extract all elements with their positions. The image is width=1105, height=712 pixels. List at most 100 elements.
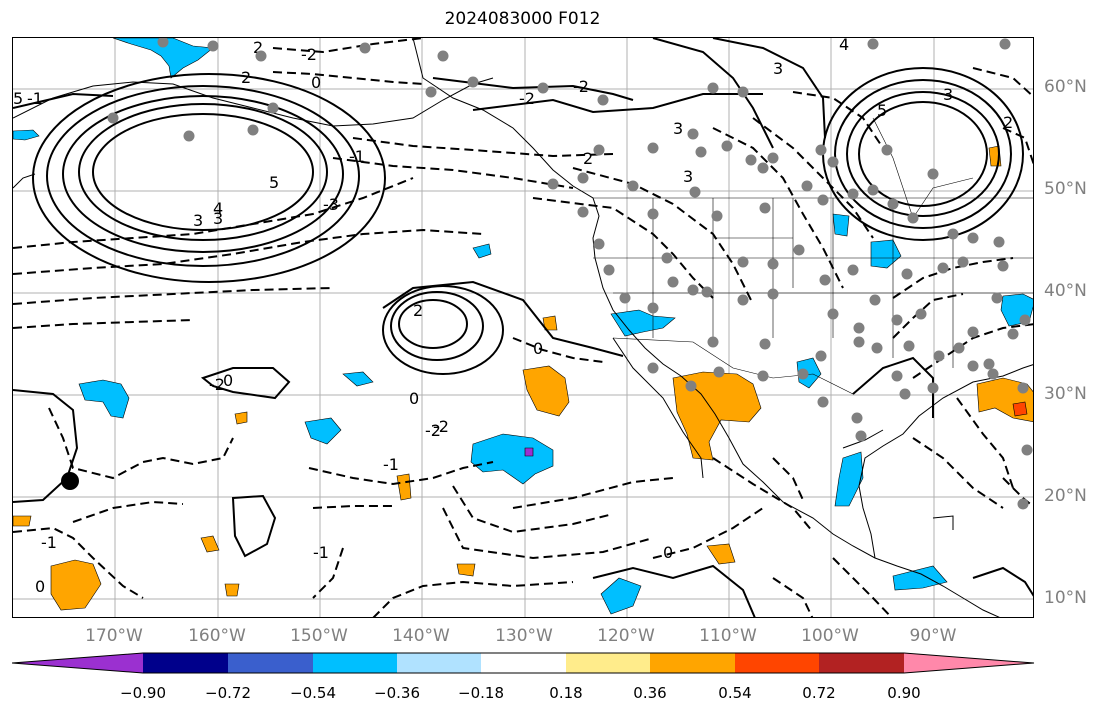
- station-marker: [999, 38, 1011, 50]
- contour-label: 5: [269, 173, 279, 192]
- station-marker: [627, 180, 639, 192]
- station-marker: [687, 284, 699, 296]
- station-marker: [953, 342, 965, 354]
- station-marker: [767, 258, 779, 270]
- station-marker: [467, 76, 479, 88]
- contour-label: 0: [223, 371, 233, 390]
- contour-label: 0: [311, 73, 321, 92]
- station-marker: [577, 206, 589, 218]
- lon-label-90w: 90°W: [909, 626, 957, 646]
- station-marker: [689, 186, 701, 198]
- colorbar-swatch: [12, 653, 143, 673]
- contour-lines-solid: [13, 38, 1033, 617]
- station-marker: [819, 274, 831, 286]
- station-marker: [647, 208, 659, 220]
- colorbar-tick: −0.90: [120, 684, 166, 702]
- contour-label: 2: [413, 301, 423, 320]
- map-canvas: 2 -2 0 2 -2 3 -2 4 2 2 5 3 5 4 3 -3 -1 3…: [13, 38, 1033, 617]
- contour-label: -1: [313, 543, 329, 562]
- station-marker: [721, 140, 733, 152]
- station-marker: [867, 38, 879, 50]
- station-marker: [737, 86, 749, 98]
- map-panel: 2 -2 0 2 -2 3 -2 4 2 2 5 3 5 4 3 -3 -1 3…: [12, 37, 1034, 618]
- colorbar-tick: −0.18: [458, 684, 504, 702]
- station-marker: [759, 338, 771, 350]
- contour-label: -2: [519, 89, 535, 108]
- station-marker: [647, 362, 659, 374]
- station-marker: [757, 370, 769, 382]
- station-marker: [891, 314, 903, 326]
- station-marker: [107, 112, 119, 124]
- station-marker: [793, 244, 805, 256]
- station-marker: [593, 144, 605, 156]
- contour-label: 4: [213, 199, 223, 218]
- colorbar-swatch: [735, 653, 819, 673]
- station-marker: [711, 210, 723, 222]
- station-marker: [967, 360, 979, 372]
- lon-label-130w: 130°W: [495, 626, 553, 646]
- station-marker: [713, 366, 725, 378]
- lon-label-120w: 120°W: [597, 626, 655, 646]
- station-marker: [847, 264, 859, 276]
- contour-label: -2: [573, 77, 589, 96]
- station-marker: [647, 142, 659, 154]
- station-marker: [603, 264, 615, 276]
- colorbar-swatch: [904, 653, 1034, 673]
- contour-label: 2: [253, 38, 263, 57]
- station-marker: [855, 430, 867, 442]
- station-marker: [157, 38, 169, 48]
- station-marker: [577, 172, 589, 184]
- colorbar-swatch: [650, 653, 735, 673]
- colorbar-tick: −0.36: [374, 684, 420, 702]
- contour-label: -2: [209, 375, 225, 394]
- station-marker: [767, 152, 779, 164]
- station-marker: [967, 326, 979, 338]
- contour-label: 2: [241, 68, 251, 87]
- colorbar: [12, 652, 1035, 674]
- contour-label: 3: [673, 119, 683, 138]
- contour-lines-dashed: [13, 38, 1033, 617]
- station-marker: [887, 198, 899, 210]
- contour-label: -1: [27, 89, 43, 108]
- station-marker: [907, 212, 919, 224]
- contour-label: 2: [1003, 113, 1013, 132]
- station-marker: [901, 268, 913, 280]
- lat-label-10n: 10°N: [1044, 588, 1087, 608]
- station-marker: [1017, 382, 1029, 394]
- station-marker: [593, 238, 605, 250]
- station-marker: [817, 396, 829, 408]
- station-marker: [947, 228, 959, 240]
- contour-label: -2: [425, 421, 441, 440]
- contour-label: 3: [683, 167, 693, 186]
- station-marker: [957, 256, 969, 268]
- station-marker: [547, 178, 559, 190]
- station-marker: [881, 144, 893, 156]
- contour-label: 0: [35, 577, 45, 596]
- station-marker: [437, 50, 449, 62]
- colorbar-tick: 0.54: [718, 684, 752, 702]
- station-marker: [853, 322, 865, 334]
- contour-label: -1: [41, 533, 57, 552]
- station-marker: [667, 276, 679, 288]
- contour-label: 0: [663, 543, 673, 562]
- lat-label-20n: 20°N: [1044, 486, 1087, 506]
- station-marker: [767, 288, 779, 300]
- station-marker: [687, 128, 699, 140]
- lon-label-160w: 160°W: [188, 626, 246, 646]
- station-marker: [1019, 314, 1031, 326]
- colorbar-tick: 0.90: [887, 684, 921, 702]
- contour-label: -3: [323, 195, 339, 214]
- station-marker: [915, 308, 927, 320]
- station-marker: [695, 146, 707, 158]
- station-marker: [867, 184, 879, 196]
- colorbar-swatch: [313, 653, 397, 673]
- colorbar-swatch: [481, 653, 566, 673]
- station-marker: [707, 336, 719, 348]
- station-marker: [1007, 328, 1019, 340]
- station-marker: [851, 412, 863, 424]
- tropical-system-marker: [61, 472, 79, 490]
- station-marker: [997, 260, 1009, 272]
- lon-label-170w: 170°W: [85, 626, 143, 646]
- station-marker: [827, 156, 839, 168]
- contour-label: -2: [433, 417, 449, 436]
